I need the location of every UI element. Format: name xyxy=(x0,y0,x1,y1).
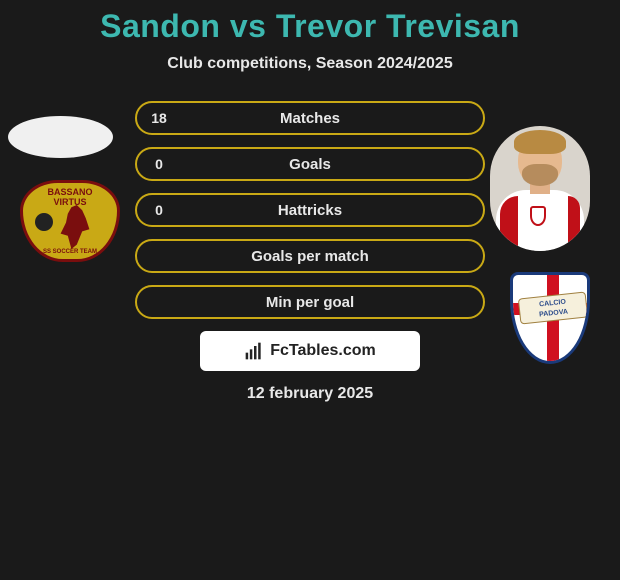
club-badge-right-shield: CALCIO PADOVA xyxy=(510,272,590,364)
club-badge-right-scroll-line1: CALCIO xyxy=(539,299,566,309)
stats-list: 18 Matches 0 Goals 0 Hattricks Goals per… xyxy=(135,101,485,319)
stat-left-value: 0 xyxy=(137,156,181,172)
attribution-badge: FcTables.com xyxy=(200,331,420,371)
club-badge-right: CALCIO PADOVA xyxy=(500,272,600,364)
club-badge-left-shield: BASSANO VIRTUS SS SOCCER TEAM xyxy=(20,180,120,262)
stat-label: Goals xyxy=(181,156,439,173)
stat-row-goals-per-match: Goals per match xyxy=(135,239,485,273)
club-badge-left-bottom-text: SS SOCCER TEAM xyxy=(23,249,117,255)
stat-left-value: 18 xyxy=(137,110,181,126)
club-badge-left-text: BASSANO VIRTUS xyxy=(23,187,117,207)
player-photo-chest-badge-icon xyxy=(530,206,546,226)
stat-left-value: 0 xyxy=(137,202,181,218)
comparison-card: Sandon vs Trevor Trevisan Club competiti… xyxy=(0,0,620,403)
attribution-text: FcTables.com xyxy=(270,342,376,360)
stat-row-goals: 0 Goals xyxy=(135,147,485,181)
club-badge-left-text-line1: BASSANO xyxy=(47,187,92,197)
club-badge-left-player-icon xyxy=(57,205,93,249)
player-photo-jersey-stripe xyxy=(568,196,580,251)
club-badge-right-scroll-line2: PADOVA xyxy=(539,308,568,318)
player-left-silhouette xyxy=(8,116,113,158)
stat-label: Goals per match xyxy=(181,248,439,265)
page-subtitle: Club competitions, Season 2024/2025 xyxy=(0,55,620,73)
stat-row-matches: 18 Matches xyxy=(135,101,485,135)
player-photo-beard xyxy=(522,164,558,186)
bar-chart-icon xyxy=(244,341,264,361)
player-photo-jersey-stripe xyxy=(500,196,518,251)
page-title: Sandon vs Trevor Trevisan xyxy=(0,8,620,45)
club-badge-left-ball-icon xyxy=(35,213,53,231)
comparison-date: 12 february 2025 xyxy=(0,385,620,403)
player-right-photo xyxy=(490,126,590,251)
club-badge-left-text-line2: VIRTUS xyxy=(53,197,86,207)
stat-row-min-per-goal: Min per goal xyxy=(135,285,485,319)
club-badge-left: BASSANO VIRTUS SS SOCCER TEAM xyxy=(20,180,120,262)
player-photo-hair xyxy=(514,130,566,154)
stat-label: Hattricks xyxy=(181,202,439,219)
stat-label: Min per goal xyxy=(181,294,439,311)
stat-label: Matches xyxy=(181,110,439,127)
club-badge-right-scroll: CALCIO PADOVA xyxy=(518,292,588,325)
stat-row-hattricks: 0 Hattricks xyxy=(135,193,485,227)
